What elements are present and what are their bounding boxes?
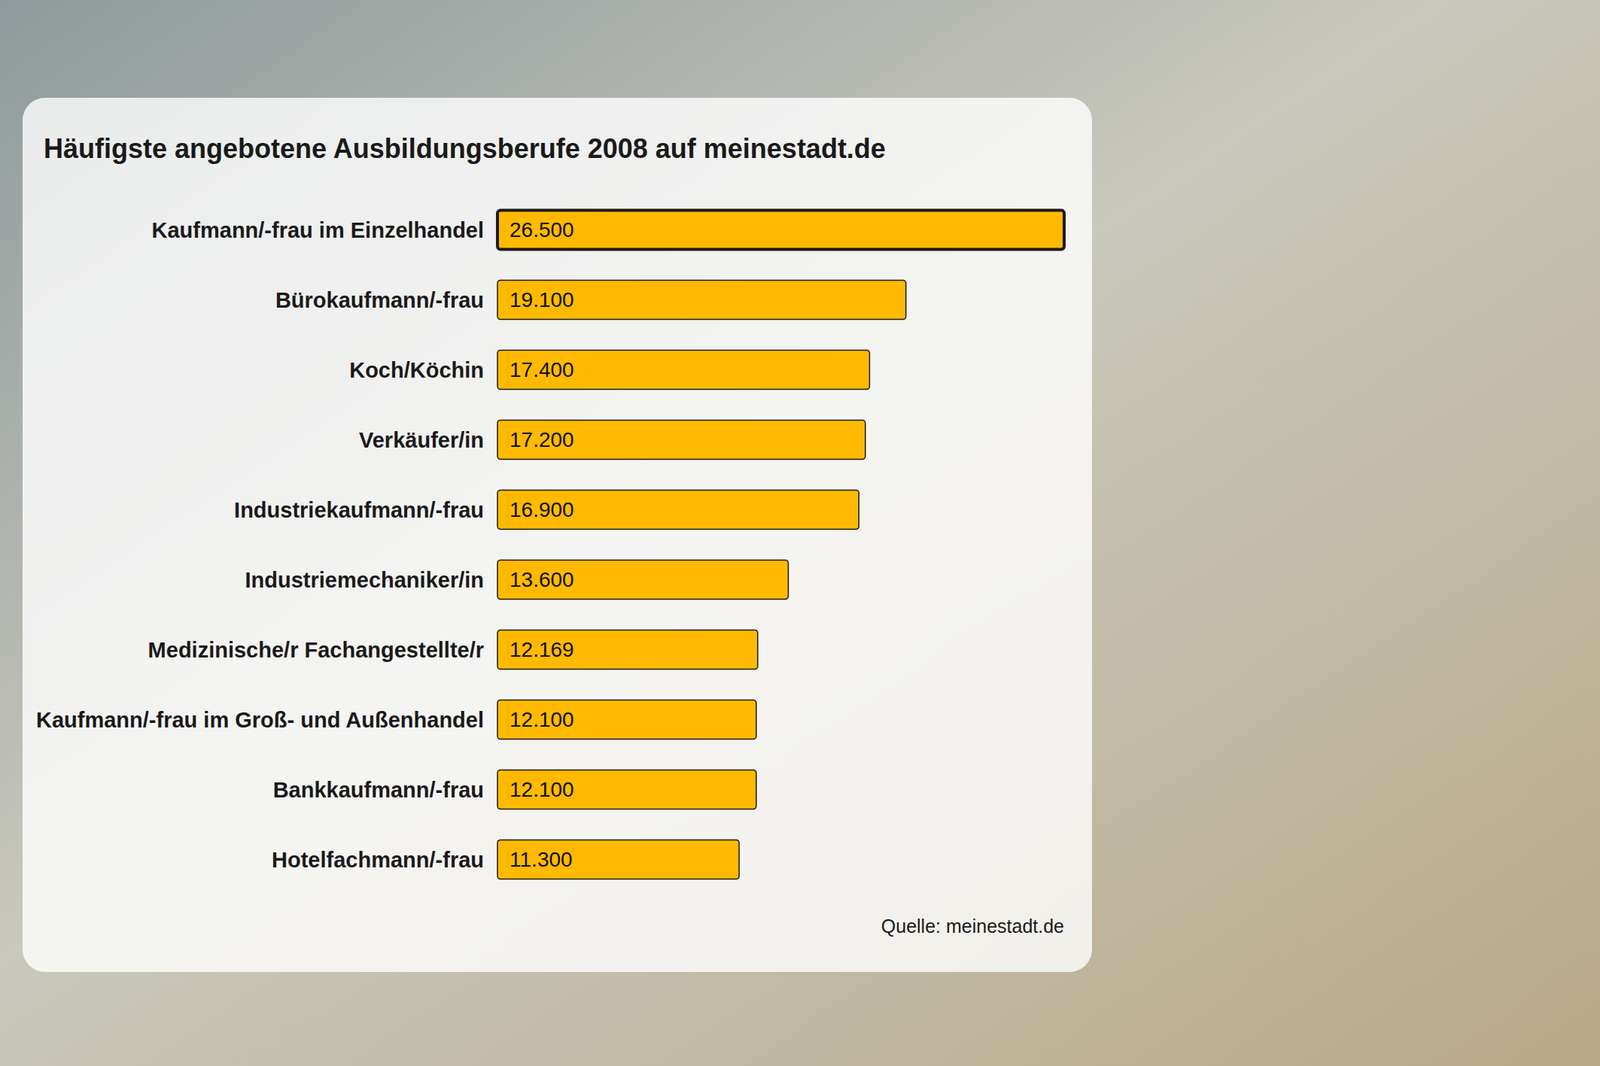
bar xyxy=(497,209,1065,250)
panel xyxy=(22,97,1093,973)
category-labels: Kaufmann/-frau im Einzelhandel Bürokaufma… xyxy=(36,218,484,873)
category-label: Bürokaufmann/-frau xyxy=(275,288,484,313)
source: Quelle: meinestadt.de xyxy=(881,915,1065,937)
bar xyxy=(497,279,907,320)
data-label: 19.100 xyxy=(509,288,575,312)
data-label: 11.300 xyxy=(509,848,573,872)
data-label: 16.900 xyxy=(509,498,575,522)
category-label: Verkäufer/in xyxy=(358,428,484,453)
category-label: Industriekaufmann/-frau xyxy=(234,498,484,523)
category-label: Hotelfachmann/-frau xyxy=(271,848,484,873)
bar xyxy=(497,489,859,530)
category-label: Bankkaufmann/-frau xyxy=(273,778,484,803)
bar xyxy=(497,839,740,880)
data-label: 17.200 xyxy=(509,428,575,452)
category-label: Kaufmann/-frau im Groß- und Außenhandel xyxy=(36,708,484,733)
category-label: Medizinische/r Fachangestellte/r xyxy=(148,638,484,663)
bar xyxy=(497,629,758,670)
data-labels: 26.500 19.100 17.400 17.200 16.900 13.600 12.1… xyxy=(509,218,575,872)
bar xyxy=(497,699,757,740)
bar xyxy=(497,559,788,600)
data-label: 12.100 xyxy=(509,778,575,802)
title: Häufigste angebotene Ausbildungsberufe 2… xyxy=(43,133,886,165)
bars xyxy=(497,209,1065,880)
data-label: 12.169 xyxy=(509,638,575,662)
bar xyxy=(497,349,870,390)
data-label: 17.400 xyxy=(509,358,575,382)
data-label: 12.100 xyxy=(509,708,575,732)
background xyxy=(0,0,1600,1066)
category-label: Koch/Köchin xyxy=(349,358,484,383)
data-label: 13.600 xyxy=(509,568,575,592)
data-label: 26.500 xyxy=(509,218,575,242)
chart-root: Häufigste angebotene Ausbildungsberufe 2… xyxy=(0,0,1600,1066)
category-label: Kaufmann/-frau im Einzelhandel xyxy=(152,218,485,243)
bar xyxy=(497,769,757,810)
category-label: Industriemechaniker/in xyxy=(245,568,485,593)
bar xyxy=(497,419,866,460)
